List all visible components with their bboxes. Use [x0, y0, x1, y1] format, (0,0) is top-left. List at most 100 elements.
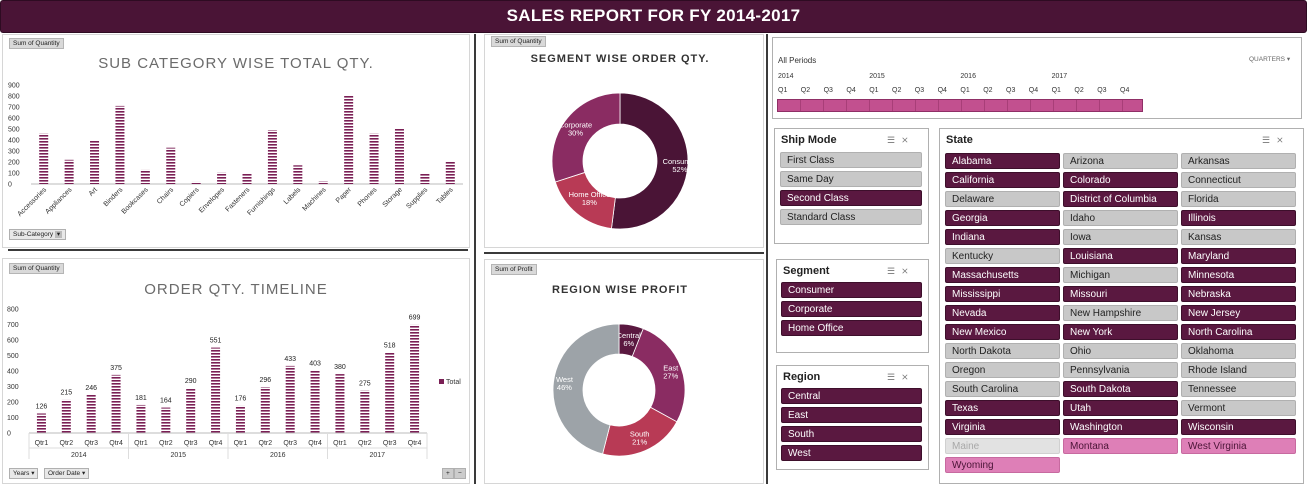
bar[interactable] — [369, 133, 379, 184]
slicer-item[interactable]: South Dakota — [1063, 381, 1178, 397]
slicer-item[interactable]: Illinois — [1181, 210, 1296, 226]
multi-select-icon[interactable]: ☰ — [1262, 135, 1277, 145]
timeline-quarter[interactable]: Q2 — [1074, 87, 1084, 94]
expand-button[interactable]: + — [442, 468, 454, 479]
bar[interactable] — [136, 404, 146, 433]
slicer-item[interactable]: Central — [781, 388, 922, 404]
slicer-item[interactable]: Standard Class — [780, 209, 922, 225]
slicer-item[interactable]: Louisiana — [1063, 248, 1178, 264]
timeline-quarter[interactable]: Q3 — [914, 87, 925, 94]
slicer-item[interactable]: Mississippi — [945, 286, 1060, 302]
timeline-quarter[interactable]: Q4 — [1028, 87, 1039, 94]
slicer-item[interactable]: Second Class — [780, 190, 922, 206]
bar[interactable] — [410, 324, 420, 433]
donut-slice[interactable] — [611, 92, 689, 230]
slicer-item[interactable]: Indiana — [945, 229, 1060, 245]
slicer-item[interactable]: Alabama — [945, 153, 1060, 169]
order-date-dropdown[interactable]: Order Date ▾ — [44, 468, 90, 479]
slicer-item[interactable]: West — [781, 445, 922, 461]
slicer-item[interactable]: Nevada — [945, 305, 1060, 321]
collapse-button[interactable]: − — [454, 468, 466, 479]
slicer-item[interactable]: Maine — [945, 438, 1060, 454]
slicer-item[interactable]: Ohio — [1063, 343, 1178, 359]
slicer-item[interactable]: New York — [1063, 324, 1178, 340]
slicer-item[interactable]: Consumer — [781, 282, 922, 298]
bar[interactable] — [394, 129, 404, 184]
timeline-quarter[interactable]: Q1 — [869, 87, 879, 94]
bar[interactable] — [217, 172, 227, 184]
slicer-item[interactable]: Florida — [1181, 191, 1296, 207]
slicer-item[interactable]: Connecticut — [1181, 172, 1296, 188]
bar[interactable] — [140, 169, 150, 184]
slicer-item[interactable]: Oregon — [945, 362, 1060, 378]
slicer-item[interactable]: Iowa — [1063, 229, 1178, 245]
bar[interactable] — [335, 374, 345, 433]
timeline-quarter[interactable]: Q3 — [1097, 87, 1107, 94]
timeline-range-bar[interactable] — [777, 99, 1143, 112]
slicer-item[interactable]: Montana — [1063, 438, 1178, 454]
timeline-quarter[interactable]: Q4 — [937, 87, 947, 94]
slicer-item[interactable]: Michigan — [1063, 267, 1178, 283]
slicer-item[interactable]: Texas — [945, 400, 1060, 416]
slicer-item[interactable]: District of Columbia — [1063, 191, 1178, 207]
timeline-quarter[interactable]: Q1 — [960, 87, 970, 94]
bar[interactable] — [360, 390, 370, 433]
slicer-item[interactable]: Colorado — [1063, 172, 1178, 188]
timeline-quarter[interactable]: Q4 — [1120, 87, 1130, 94]
bar[interactable] — [39, 133, 49, 184]
field-chip[interactable]: Sum of Quantity — [9, 263, 64, 274]
slicer-item[interactable]: Kansas — [1181, 229, 1296, 245]
slicer-item[interactable]: Tennessee — [1181, 381, 1296, 397]
slicer-item[interactable]: Utah — [1063, 400, 1178, 416]
bar[interactable] — [36, 413, 46, 433]
timeline-quarter[interactable]: Q1 — [1051, 87, 1061, 94]
bar[interactable] — [285, 365, 295, 433]
bar[interactable] — [186, 388, 196, 433]
bar[interactable] — [211, 347, 221, 433]
clear-filter-icon[interactable]: ⨯ — [1276, 135, 1290, 145]
clear-filter-icon[interactable]: ⨯ — [901, 266, 915, 276]
bar[interactable] — [115, 105, 125, 184]
slicer-item[interactable]: Arizona — [1063, 153, 1178, 169]
clear-filter-icon[interactable]: ⨯ — [901, 135, 915, 145]
subcategory-dropdown[interactable]: Sub-Category ▾ — [9, 229, 67, 240]
slicer-item[interactable]: Rhode Island — [1181, 362, 1296, 378]
timeline-quarter[interactable]: Q3 — [1006, 87, 1016, 94]
slicer-item[interactable]: Virginia — [945, 419, 1060, 435]
slicer-item[interactable]: Home Office — [781, 320, 922, 336]
slicer-item[interactable]: South — [781, 426, 922, 442]
clear-filter-icon[interactable]: ⨯ — [901, 372, 915, 382]
timeline-quarter[interactable]: Q2 — [983, 87, 993, 94]
slicer-item[interactable]: Washington — [1063, 419, 1178, 435]
slicer-item[interactable]: North Carolina — [1181, 324, 1296, 340]
donut-slice[interactable] — [551, 92, 621, 183]
bar[interactable] — [445, 162, 455, 184]
slicer-item[interactable]: Corporate — [781, 301, 922, 317]
slicer-item[interactable]: Arkansas — [1181, 153, 1296, 169]
slicer-item[interactable]: Delaware — [945, 191, 1060, 207]
donut-slice[interactable] — [552, 323, 620, 455]
bar[interactable] — [161, 407, 171, 433]
timeline-quarter[interactable]: Q2 — [800, 87, 811, 94]
bar[interactable] — [86, 394, 96, 433]
slicer-item[interactable]: Kentucky — [945, 248, 1060, 264]
bar[interactable] — [260, 387, 270, 433]
bar[interactable] — [420, 173, 430, 184]
timeline-quarter[interactable]: Q2 — [892, 87, 902, 94]
slicer-item[interactable]: Wisconsin — [1181, 419, 1296, 435]
bar[interactable] — [293, 165, 303, 184]
multi-select-icon[interactable]: ☰ — [887, 266, 902, 276]
slicer-item[interactable]: West Virginia — [1181, 438, 1296, 454]
slicer-item[interactable]: New Mexico — [945, 324, 1060, 340]
slicer-item[interactable]: South Carolina — [945, 381, 1060, 397]
years-dropdown[interactable]: Years ▾ — [9, 468, 39, 479]
bar[interactable] — [111, 374, 121, 433]
bar[interactable] — [90, 140, 100, 184]
slicer-item[interactable]: Georgia — [945, 210, 1060, 226]
bar[interactable] — [61, 399, 71, 433]
multi-select-icon[interactable]: ☰ — [887, 135, 902, 145]
bar[interactable] — [166, 147, 176, 184]
slicer-item[interactable]: First Class — [780, 152, 922, 168]
slicer-item[interactable]: Same Day — [780, 171, 922, 187]
slicer-item[interactable]: Nebraska — [1181, 286, 1296, 302]
